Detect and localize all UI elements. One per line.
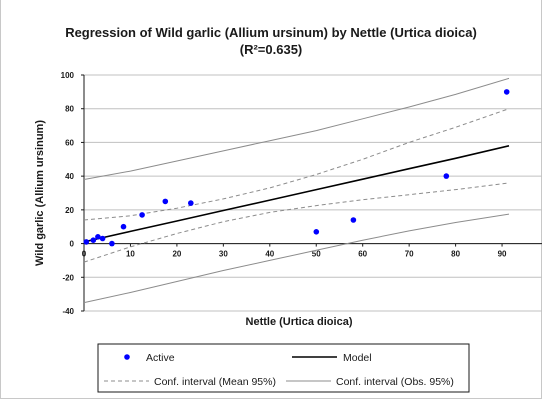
active-data-point <box>503 89 510 95</box>
model-regression-line <box>83 145 510 243</box>
x-tick-label: 10 <box>126 250 135 259</box>
x-tick-label: 90 <box>498 250 507 259</box>
y-tick-labels: -40 -20 0 20 40 60 80 100 <box>61 71 75 316</box>
active-data-point <box>120 223 127 230</box>
x-tick-label: 60 <box>358 250 367 259</box>
conf-obs-upper-line <box>83 77 510 180</box>
legend-conf-obs-label: Conf. interval (Obs. 95%) <box>336 376 454 388</box>
chart-subtitle-r2: (R²=0.635) <box>240 42 303 57</box>
x-tick-label: 50 <box>312 250 321 259</box>
x-axis-label: Nettle (Urtica dioica) <box>246 316 353 328</box>
y-tick-label: 80 <box>65 105 74 114</box>
active-data-point <box>443 173 450 179</box>
legend-active-label: Active <box>146 352 175 364</box>
y-tick-label: 0 <box>70 240 75 249</box>
active-data-point <box>83 239 90 245</box>
x-tick-label: 0 <box>82 250 87 259</box>
y-tick-label: -40 <box>62 307 74 316</box>
y-tick-label: 60 <box>65 138 74 147</box>
series-layer <box>83 77 510 304</box>
chart-title: Regression of Wild garlic (Allium ursinu… <box>65 25 477 40</box>
legend: Active Model Conf. interval (Mean 95%) C… <box>97 343 470 393</box>
y-tick-label: 100 <box>61 71 75 80</box>
active-data-point <box>95 234 101 240</box>
y-axis-label: Wild garlic (Allium ursinum) <box>34 120 46 266</box>
x-tick-label: 40 <box>265 250 274 259</box>
grid-lines <box>81 74 542 312</box>
active-data-point <box>313 229 320 235</box>
active-data-point <box>188 200 194 206</box>
active-data-point <box>109 240 115 247</box>
active-data-point <box>350 217 357 223</box>
legend-conf-mean-label: Conf. interval (Mean 95%) <box>154 376 276 388</box>
x-tick-label: 20 <box>172 250 181 259</box>
conf-mean-lower-line <box>83 182 510 263</box>
conf-obs-lower-line <box>83 213 510 304</box>
y-tick-label: 40 <box>65 172 74 181</box>
x-tick-label: 70 <box>405 250 414 259</box>
y-tick-label: -20 <box>62 273 74 282</box>
active-data-point <box>99 235 106 242</box>
legend-model-label: Model <box>343 352 372 364</box>
conf-mean-upper-line <box>83 108 510 221</box>
legend-active-marker <box>124 354 130 360</box>
x-tick-label: 80 <box>451 250 460 259</box>
legend-box <box>97 343 470 393</box>
active-data-point <box>162 198 169 205</box>
active-data-point <box>90 237 97 243</box>
x-tick-label: 30 <box>219 250 228 259</box>
y-tick-label: 20 <box>65 206 74 215</box>
x-tick-labels: 0102030405060708090100 <box>82 250 542 259</box>
active-data-point <box>139 212 145 218</box>
